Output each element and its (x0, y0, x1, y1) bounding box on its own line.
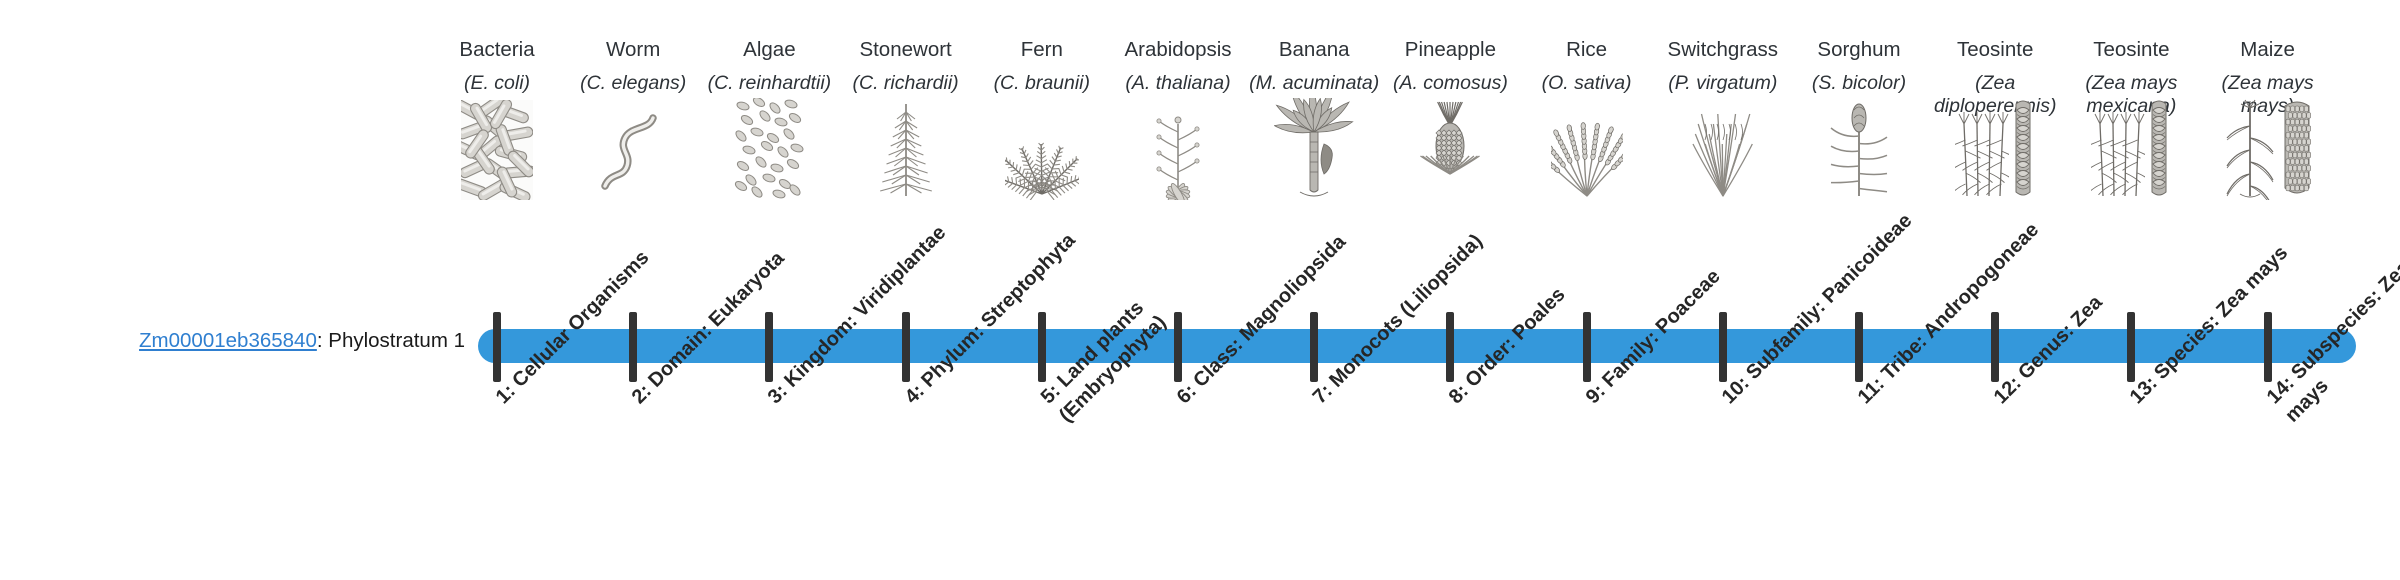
organism-scientific-name: (C. richardii) (852, 72, 959, 94)
organism-column: Worm (C. elegans) (566, 0, 700, 580)
stonewort-icon (839, 104, 973, 200)
organism-column: Pineapple (A. comosus) (1383, 0, 1517, 580)
bacteria-icon (430, 100, 564, 200)
organism-common-name: Algae (743, 38, 796, 61)
phylostratum-axis: 1: Cellular Organisms 2: Domain: Eukaryot… (478, 0, 2400, 580)
gene-phylostratum-label: Zm00001eb365840: Phylostratum 1 (0, 329, 465, 353)
organism-column: Teosinte (Zea diploperennis) (1928, 0, 2062, 580)
phylostratum-tick[interactable] (765, 312, 774, 382)
organism-common-name: Worm (606, 38, 661, 61)
arabidopsis-icon (1111, 108, 1245, 200)
gene-id-link[interactable]: Zm00001eb365840 (139, 329, 317, 352)
organism-column: Stonewort (C. richardii) (839, 0, 973, 580)
organism-column: Sorghum (S. bicolor) (1792, 0, 1926, 580)
teosinte-icon (1928, 100, 2062, 200)
sorghum-icon (1792, 103, 1926, 200)
organism-scientific-name: (C. elegans) (580, 72, 687, 94)
organism-columns: Bacteria (E. coli) Worm (C. elegans) Algae (C… (459, 0, 2356, 580)
organism-scientific-name: (E. coli) (463, 72, 531, 94)
phylostratum-tick[interactable] (1718, 312, 1727, 382)
organism-scientific-name: (O. sativa) (1541, 72, 1632, 94)
organism-scientific-name: (A. thaliana) (1125, 72, 1231, 94)
organism-scientific-name: (M. acuminata) (1249, 72, 1380, 94)
phylostratum-tick[interactable] (901, 312, 910, 382)
organism-common-name: Bacteria (459, 38, 535, 61)
gene-label-separator: : (316, 329, 329, 352)
organism-common-name: Banana (1278, 38, 1350, 61)
organism-column: Bacteria (E. coli) (430, 0, 564, 580)
organism-common-name: Teosinte (2093, 38, 2170, 61)
organism-column: Switchgrass (P. virgatum) (1656, 0, 1790, 580)
organism-column: Fern (C. braunii) (975, 0, 1109, 580)
switchgrass-icon (1656, 108, 1790, 200)
organism-column: Banana (M. acuminata) (1247, 0, 1381, 580)
phylostratum-value: Phylostratum 1 (328, 329, 465, 352)
organism-scientific-name: (S. bicolor) (1811, 72, 1907, 94)
organism-column: Arabidopsis (A. thaliana) (1111, 0, 1245, 580)
organism-common-name: Arabidopsis (1124, 38, 1232, 61)
teosinte-icon (2064, 100, 2198, 200)
organism-common-name: Teosinte (1957, 38, 2034, 61)
organism-common-name: Switchgrass (1667, 38, 1779, 61)
phylostratum-tick[interactable] (1037, 312, 1046, 382)
phylostratum-tick[interactable] (1991, 312, 2000, 382)
organism-common-name: Fern (1020, 38, 1063, 61)
organism-scientific-name: (A. comosus) (1392, 72, 1508, 94)
organism-common-name: Stonewort (859, 38, 952, 61)
fern-icon (975, 108, 1109, 200)
organism-scientific-name: (P. virgatum) (1668, 72, 1778, 94)
phylostratum-tick[interactable] (1582, 312, 1591, 382)
phylostratum-tick[interactable] (2263, 312, 2272, 382)
rice-icon (1520, 108, 1654, 200)
maize-icon (2201, 99, 2335, 200)
pineapple-icon (1383, 101, 1517, 200)
organism-column: Rice (O. sativa) (1520, 0, 1654, 580)
organism-column: Maize (Zea mays mays) (2201, 0, 2335, 580)
phylostratum-tick[interactable] (629, 312, 638, 382)
organism-common-name: Rice (1566, 38, 1608, 61)
algae-icon (702, 98, 836, 200)
organism-common-name: Sorghum (1817, 38, 1901, 61)
phylostratum-tick[interactable] (1174, 312, 1182, 382)
organism-scientific-name: (C. reinhardtii) (707, 72, 832, 94)
organism-column: Algae (C. reinhardtii) (702, 0, 836, 580)
worm-icon (566, 108, 700, 200)
phylostratum-tick[interactable] (493, 312, 501, 382)
phylostratum-tick[interactable] (1855, 312, 1863, 382)
phylostratum-bar[interactable] (478, 329, 2356, 363)
phylostratum-tick[interactable] (1310, 312, 1319, 382)
organism-scientific-name: (C. braunii) (993, 72, 1091, 94)
organism-common-name: Maize (2240, 38, 2295, 61)
phylostratum-tick[interactable] (2127, 312, 2136, 382)
phylostratum-tick[interactable] (1446, 312, 1455, 382)
organism-common-name: Pineapple (1404, 38, 1496, 61)
banana-icon (1247, 98, 1381, 200)
organism-column: Teosinte (Zea mays mexicana) (2064, 0, 2198, 580)
